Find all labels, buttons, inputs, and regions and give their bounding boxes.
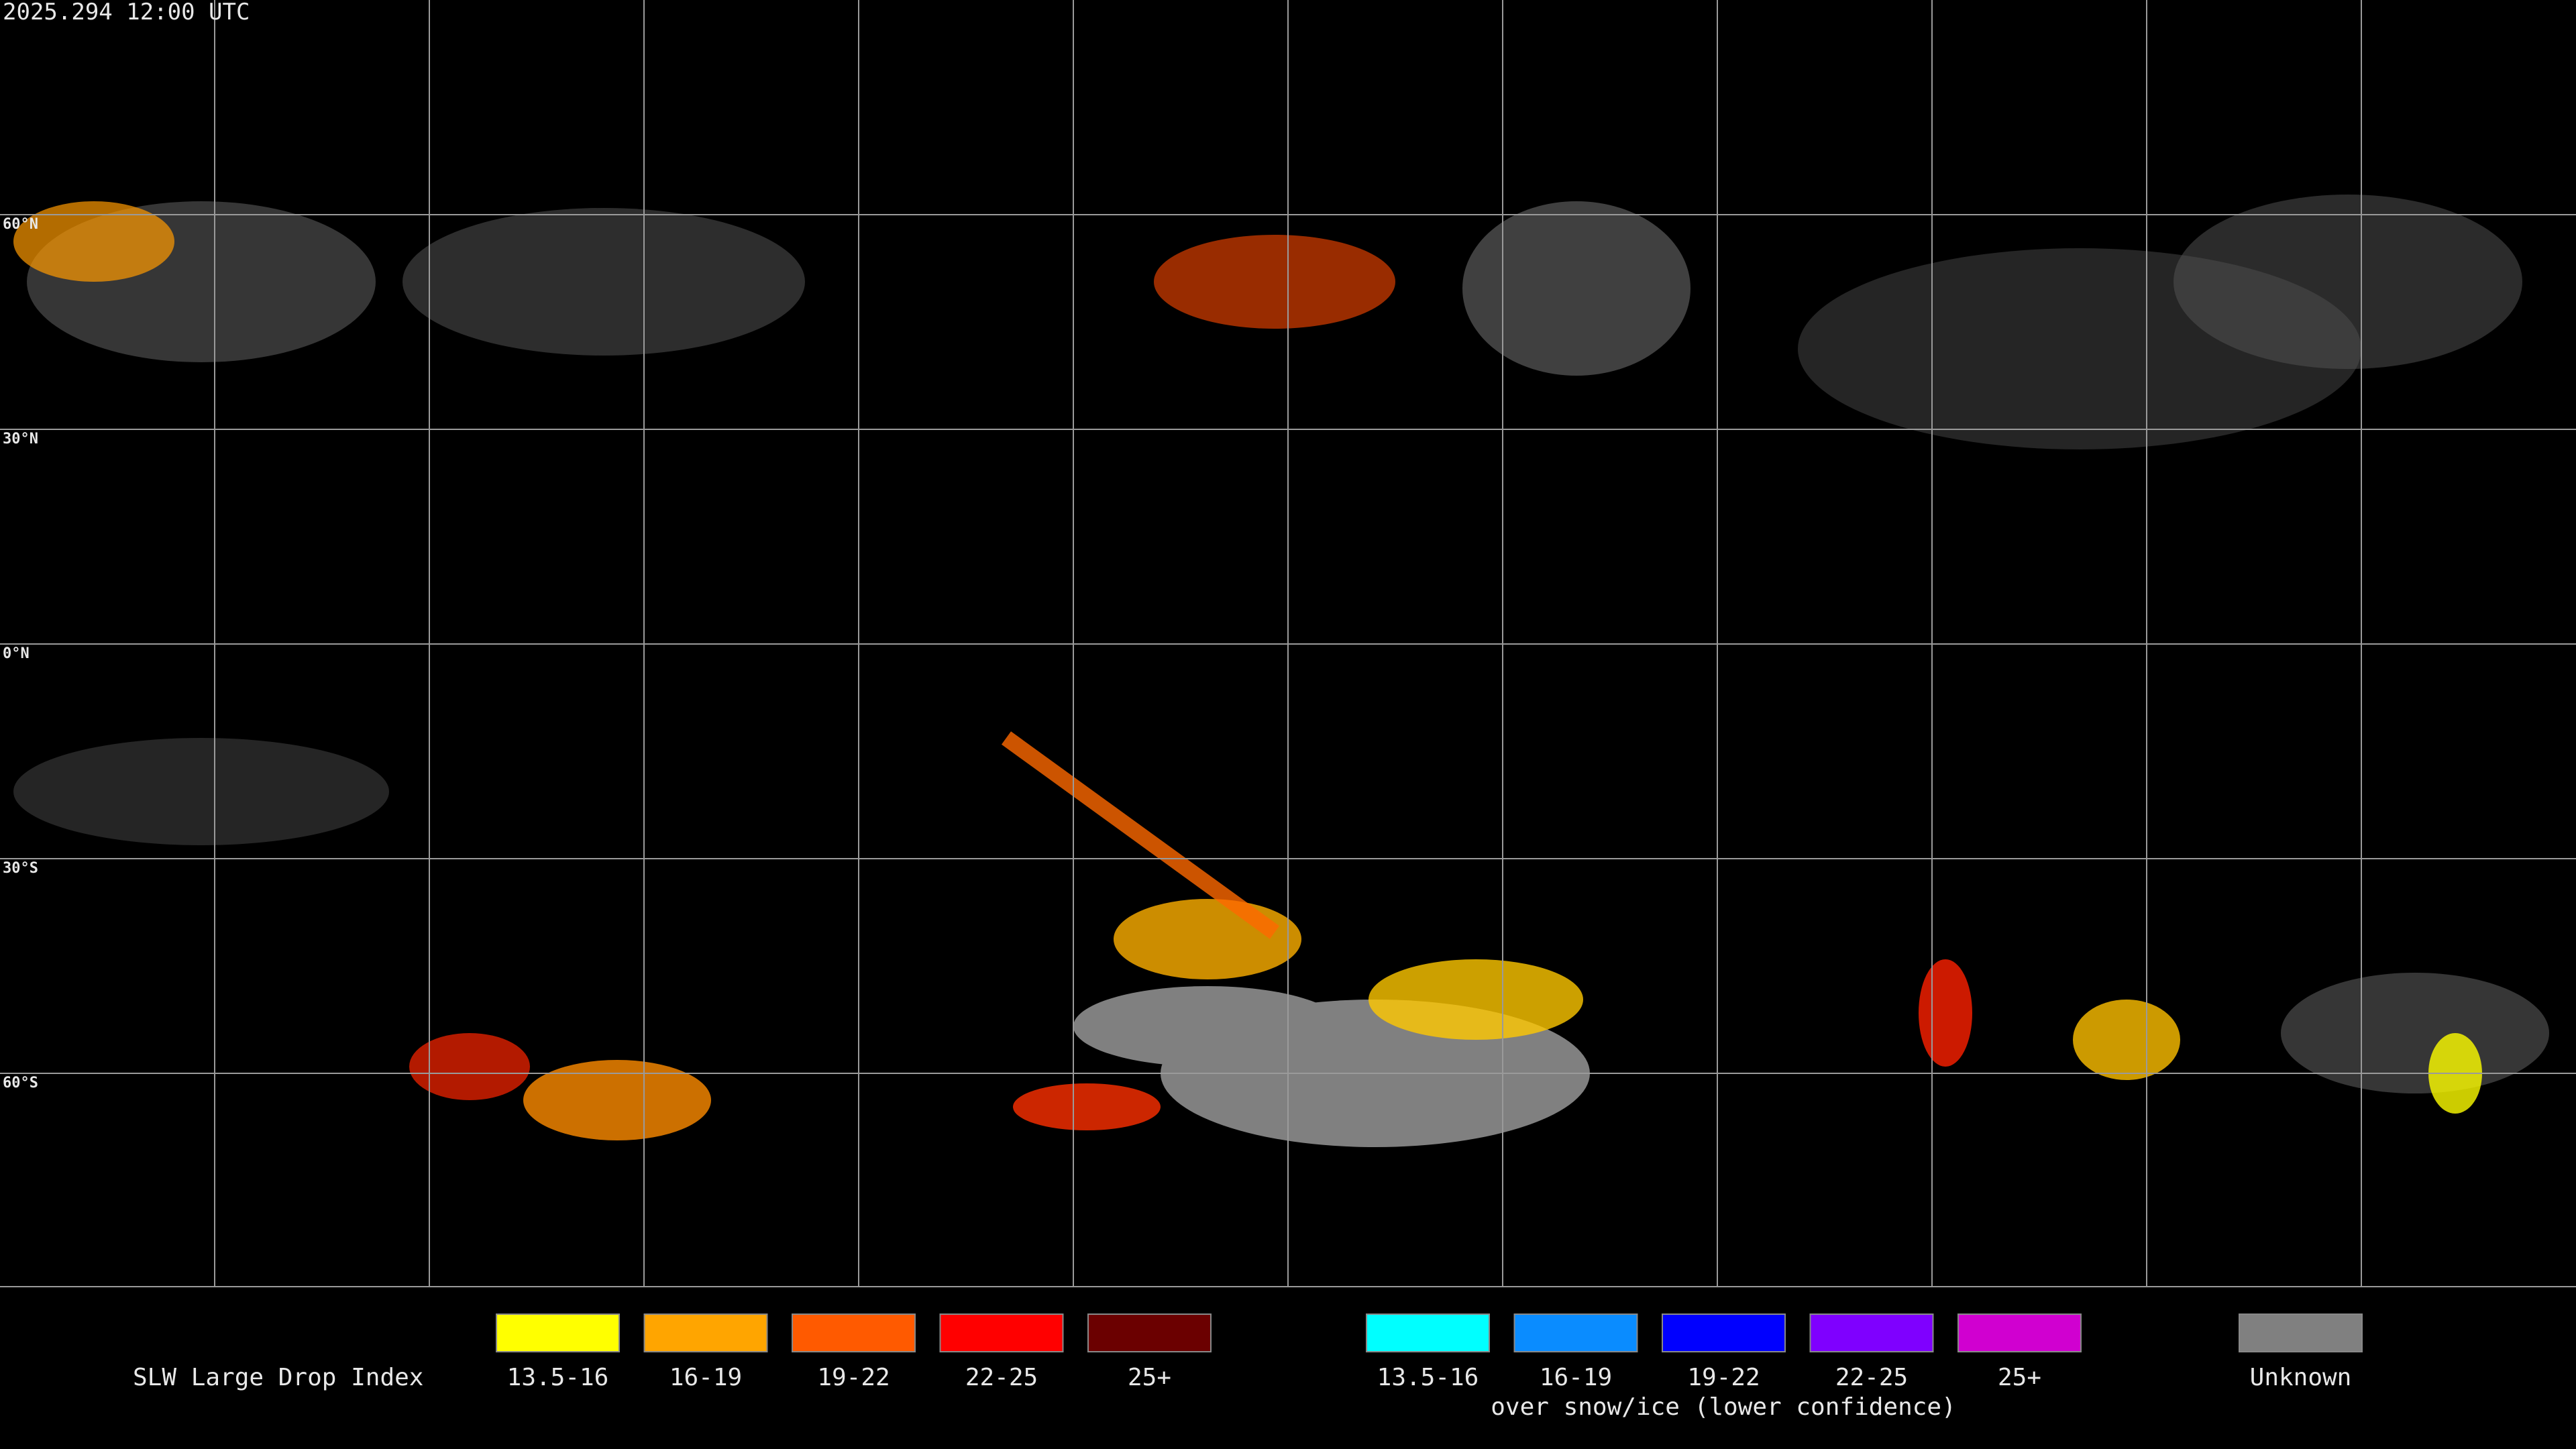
- legend-note: over snow/ice (lower confidence): [1491, 1393, 1956, 1421]
- legend-swatch: [1366, 1313, 1490, 1352]
- legend-swatch: [1513, 1313, 1638, 1352]
- legend-label: 22-25: [965, 1364, 1038, 1391]
- legend-label: 19-22: [1687, 1364, 1760, 1391]
- latitude-label: 60°N: [3, 216, 38, 233]
- legend-label: 16-19: [669, 1364, 742, 1391]
- legend-label: Unknown: [2250, 1364, 2352, 1391]
- graticule: 60°N 30°N 0°N 30°S 60°S: [0, 0, 2576, 1287]
- latitude-label: 60°S: [3, 1075, 38, 1091]
- legend-swatch: [2239, 1313, 2363, 1352]
- legend-title: SLW Large Drop Index: [133, 1364, 423, 1391]
- legend-label: 22-25: [1835, 1364, 1908, 1391]
- legend-label: 25+: [1128, 1364, 1171, 1391]
- legend-swatch: [1662, 1313, 1786, 1352]
- legend-label: 25+: [1998, 1364, 2041, 1391]
- legend-swatch: [792, 1313, 916, 1352]
- legend-swatch: [1957, 1313, 2082, 1352]
- legend-swatch: [1809, 1313, 1934, 1352]
- legend-label: 19-22: [817, 1364, 890, 1391]
- legend-label: 16-19: [1540, 1364, 1612, 1391]
- latitude-label: 30°S: [3, 860, 38, 877]
- legend-swatch: [643, 1313, 768, 1352]
- legend-swatch: [939, 1313, 1064, 1352]
- legend-label: 13.5-16: [1377, 1364, 1479, 1391]
- latitude-label: 30°N: [3, 431, 38, 447]
- legend-label: 13.5-16: [507, 1364, 609, 1391]
- latitude-label: 0°N: [3, 645, 30, 662]
- cloud-field: [13, 195, 2549, 1147]
- legend-swatch: [496, 1313, 620, 1352]
- timestamp: 2025.294 12:00 UTC: [3, 0, 250, 25]
- legend: SLW Large Drop Index 13.5-16 16-19 19-22 22…: [133, 1313, 2363, 1421]
- legend-swatch: [1087, 1313, 1212, 1352]
